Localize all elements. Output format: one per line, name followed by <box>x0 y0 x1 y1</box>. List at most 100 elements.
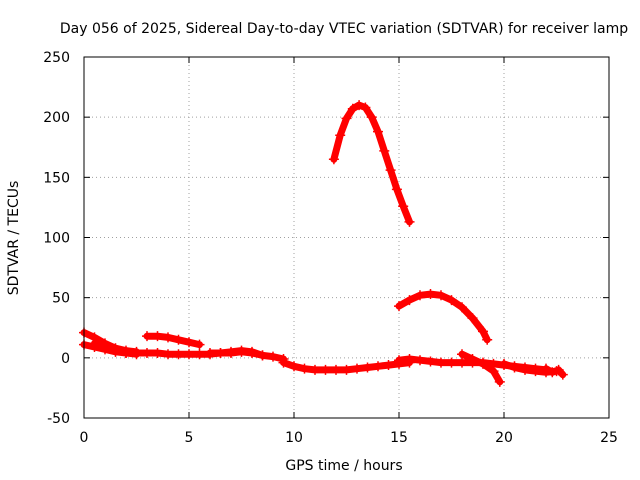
data-point <box>425 289 436 300</box>
series-track-3 <box>89 338 142 360</box>
y-tick-label: -50 <box>47 411 70 427</box>
data-point <box>394 355 404 366</box>
data-point <box>467 354 478 365</box>
y-tick-label: 250 <box>43 50 70 66</box>
data-point <box>347 103 358 114</box>
data-point <box>335 130 346 141</box>
axis-ticks: 0 5 10 15 20 25 -50 0 50 100 150 200 250 <box>43 50 618 446</box>
y-tick-label: 200 <box>43 110 70 126</box>
data-point <box>415 290 425 301</box>
x-tick-label: 20 <box>495 430 513 446</box>
data-point <box>173 349 184 360</box>
data-point <box>398 201 409 212</box>
data-point <box>354 100 365 111</box>
data-point <box>328 154 339 165</box>
data-point <box>194 349 205 360</box>
data-point <box>236 345 247 356</box>
data-point <box>547 367 558 378</box>
data-point <box>89 338 100 349</box>
data-point <box>341 113 352 124</box>
series-trace <box>395 290 491 344</box>
data-point <box>457 302 467 313</box>
x-tick-label: 10 <box>285 430 303 446</box>
data-point <box>331 364 341 375</box>
series-track-8 <box>394 289 493 345</box>
data-point <box>446 295 457 306</box>
y-tick-label: 50 <box>52 291 70 307</box>
series-track-10 <box>457 349 505 387</box>
data-point <box>142 348 152 359</box>
data-point <box>100 342 110 353</box>
data-point <box>152 331 163 342</box>
data-point <box>352 363 362 374</box>
data-point <box>530 366 541 377</box>
data-point <box>509 362 520 373</box>
data-point <box>173 334 184 345</box>
data-point <box>110 345 121 356</box>
x-tick-label: 25 <box>600 430 618 446</box>
series-track-12 <box>541 363 568 380</box>
data-point <box>320 364 331 375</box>
data-point <box>226 346 236 357</box>
x-tick-label: 5 <box>185 430 194 446</box>
data-points <box>79 100 568 387</box>
data-point <box>152 348 163 359</box>
y-tick-label: 150 <box>43 170 70 186</box>
data-point <box>310 364 320 375</box>
data-point <box>520 364 530 375</box>
data-point <box>299 363 310 374</box>
y-tick-label: 0 <box>61 351 70 367</box>
data-point <box>391 184 402 195</box>
data-point <box>404 216 415 227</box>
data-point <box>467 313 478 324</box>
data-point <box>394 301 404 312</box>
x-axis-title: GPS time / hours <box>285 458 402 474</box>
data-point <box>457 349 467 360</box>
data-point <box>457 357 467 368</box>
data-point <box>366 112 377 123</box>
data-point <box>446 357 457 368</box>
data-point <box>541 363 551 374</box>
series-track-5 <box>205 345 268 361</box>
data-point <box>121 348 131 359</box>
data-point <box>289 361 299 372</box>
data-point <box>488 366 499 377</box>
data-point <box>215 348 226 359</box>
data-point <box>131 349 142 360</box>
chart-title: Day 056 of 2025, Sidereal Day-to-day VTE… <box>60 21 628 37</box>
data-point <box>553 364 564 375</box>
data-point <box>557 369 568 380</box>
data-point <box>247 346 257 357</box>
data-point <box>404 295 415 306</box>
series-track-4 <box>142 331 205 350</box>
data-point <box>478 326 488 337</box>
data-point <box>404 354 415 365</box>
data-point <box>268 351 278 362</box>
data-point <box>499 358 509 369</box>
x-tick-label: 0 <box>80 430 89 446</box>
data-point <box>184 337 194 348</box>
data-point <box>478 358 488 369</box>
data-point <box>383 360 394 371</box>
data-point <box>436 290 446 301</box>
data-point <box>482 334 493 345</box>
data-point <box>205 348 215 359</box>
data-point <box>415 355 425 366</box>
data-point <box>184 349 194 360</box>
y-tick-label: 100 <box>43 231 70 247</box>
data-point <box>373 361 383 372</box>
series-track-7 <box>328 100 415 227</box>
data-point <box>257 350 268 361</box>
data-point <box>278 357 289 368</box>
y-axis-title: SDTVAR / TECUs <box>6 181 22 296</box>
data-point <box>362 362 373 373</box>
data-point <box>194 339 205 350</box>
data-point <box>163 349 173 360</box>
x-tick-label: 15 <box>390 430 408 446</box>
series-trace <box>542 365 567 379</box>
data-point <box>436 357 446 368</box>
data-point <box>360 102 371 113</box>
data-point <box>385 165 396 176</box>
